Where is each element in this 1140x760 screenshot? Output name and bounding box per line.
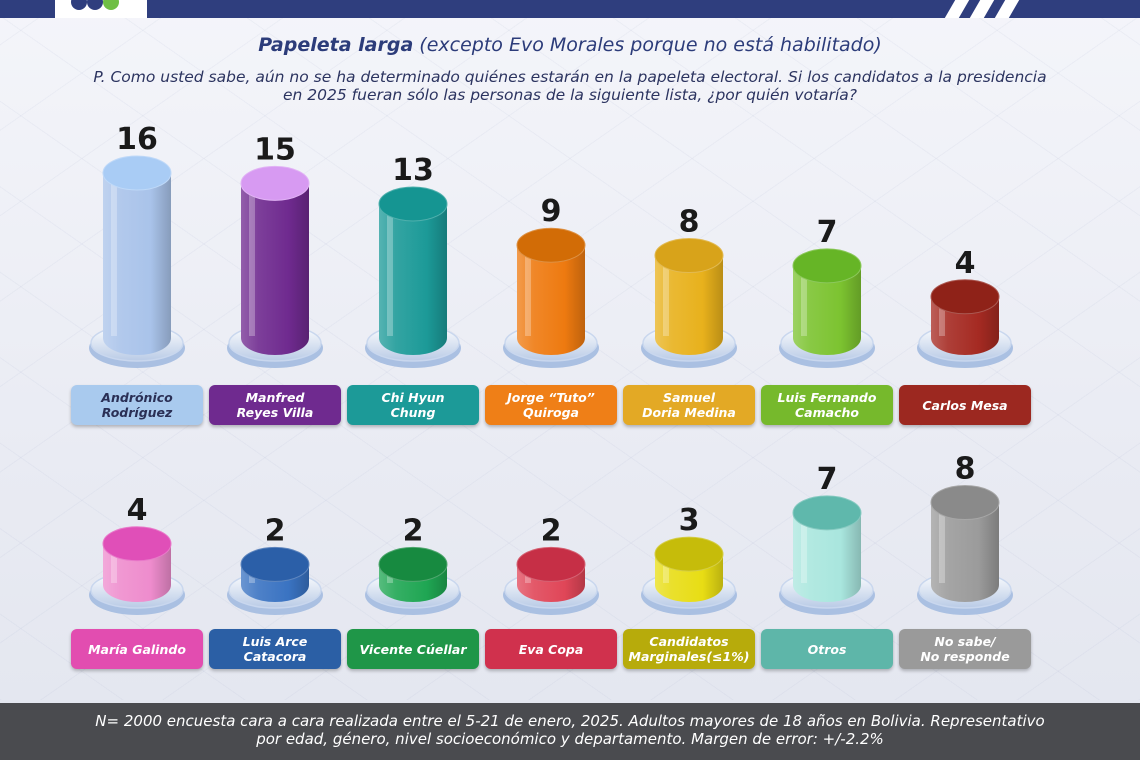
value-label: 13	[392, 153, 434, 188]
bar-highlight	[663, 558, 669, 583]
chart-subtitle: Papeleta larga (excepto Evo Morales porq…	[0, 34, 1140, 56]
value-label: 7	[817, 462, 838, 497]
value-label: 16	[116, 122, 158, 157]
bar-highlight	[525, 249, 531, 336]
bar-0-5	[793, 265, 861, 355]
category-label: Jorge “Tuto” Quiroga	[485, 385, 617, 425]
value-label: 7	[817, 215, 838, 250]
bar-cap	[792, 495, 862, 531]
subtitle-rest: (excepto Evo Morales porque no está habi…	[413, 34, 882, 56]
bar-highlight	[387, 207, 393, 336]
bar-highlight	[939, 506, 945, 583]
category-label: No sabe/ No responde	[899, 629, 1031, 669]
bar-highlight	[801, 269, 807, 336]
bar-cap	[792, 248, 862, 284]
bar-cap	[654, 238, 724, 273]
bar-cap	[378, 546, 448, 582]
bar-cap	[240, 165, 310, 201]
footer-note: N= 2000 encuesta cara a cara realizada e…	[0, 703, 1140, 760]
bar-0-1	[241, 183, 309, 355]
bar-cap	[102, 526, 172, 562]
value-label: 4	[127, 493, 148, 528]
bar-cap	[516, 227, 586, 263]
bar-highlight	[249, 187, 255, 336]
bar-0-0	[103, 173, 171, 355]
value-label: 8	[679, 205, 700, 240]
category-label: Samuel Doria Medina	[623, 385, 755, 425]
category-label: Luis Fernando Camacho	[761, 385, 893, 425]
category-label: Manfred Reyes Villa	[209, 385, 341, 425]
bar-cap	[930, 485, 1000, 520]
bar-highlight	[111, 177, 117, 336]
survey-question: P. Como usted sabe, aún no se ha determi…	[93, 68, 1047, 104]
category-label: Vicente Cúellar	[347, 629, 479, 669]
value-label: 2	[541, 513, 562, 548]
bar-0-2	[379, 203, 447, 355]
bar-cap	[102, 155, 172, 191]
footer-line-2: por edad, género, nivel socioeconómico y…	[256, 730, 884, 748]
value-label: 2	[265, 513, 286, 548]
category-label: Andrónico Rodríguez	[71, 385, 203, 425]
bar-0-4	[655, 255, 723, 355]
value-label: 3	[679, 503, 700, 538]
header-bar	[0, 0, 1140, 18]
bar-1-6	[931, 502, 999, 602]
bar-1-5	[793, 512, 861, 602]
category-label: Eva Copa	[485, 629, 617, 669]
bar-0-3	[517, 245, 585, 355]
bar-chart: 16 15 13 9 8 7 4 4 2 2 2 3 7 8	[89, 122, 1013, 615]
category-label: Carlos Mesa	[899, 385, 1031, 425]
category-label: María Galindo	[71, 629, 203, 669]
category-label: Chi Hyun Chung	[347, 385, 479, 425]
bar-cap	[930, 279, 1000, 315]
footer-line-1: N= 2000 encuesta cara a cara realizada e…	[95, 712, 1045, 730]
bar-cap	[654, 536, 724, 572]
bar-highlight	[663, 259, 669, 336]
bar-highlight	[801, 516, 807, 583]
value-label: 15	[254, 132, 296, 167]
bar-cap	[378, 186, 448, 222]
value-label: 2	[403, 513, 424, 548]
category-label: Otros	[761, 629, 893, 669]
logo	[55, 0, 147, 18]
bar-cap	[516, 546, 586, 582]
value-label: 9	[541, 194, 562, 229]
category-label: Luis Arce Catacora	[209, 629, 341, 669]
value-label: 8	[955, 452, 976, 487]
bar-highlight	[939, 300, 945, 336]
bar-highlight	[111, 547, 117, 583]
category-label: Candidatos Marginales(≤1%)	[623, 629, 755, 669]
bar-cap	[240, 546, 310, 582]
value-label: 4	[955, 246, 976, 281]
subtitle-bold: Papeleta larga	[258, 34, 414, 56]
